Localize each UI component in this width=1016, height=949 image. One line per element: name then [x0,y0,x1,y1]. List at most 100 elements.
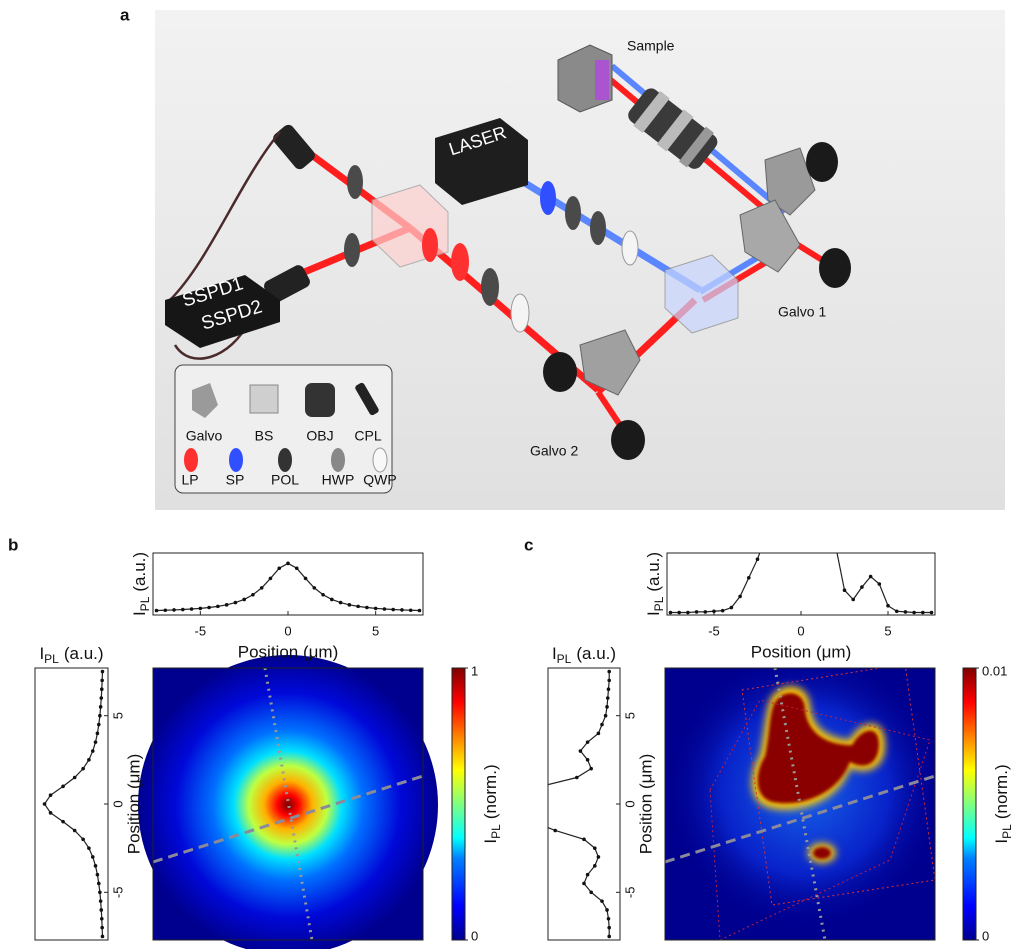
y-tick-label: 0 [622,800,637,807]
profile-point [97,723,101,727]
legend: Galvo BS OBJ CPL LP SP POL HWP QWP [175,365,397,493]
x-tick-label: -5 [708,623,720,638]
profile-point [669,611,673,615]
galvo-motor [806,142,838,182]
profile-point [773,514,777,518]
profile-point [356,605,360,609]
heatmap [138,655,438,949]
profile-point [87,846,91,850]
x-tick-label: 5 [884,623,891,638]
profile-point [97,882,101,886]
y-tick-label: 5 [110,712,125,719]
profile-point [172,608,176,612]
profile-point [49,793,53,797]
colorbar [452,668,465,940]
profile-point [539,785,543,789]
profile-frame [548,668,620,940]
sample [595,60,609,100]
profile-point [582,882,586,886]
legend-icon [331,448,345,472]
profile-point [605,705,609,709]
profile-point [878,582,882,586]
profile-point [312,586,316,590]
axis-label: IPL(a.u.) [39,644,103,666]
profile-point [825,533,829,537]
profile-point [61,820,65,824]
profile-point [96,873,100,877]
profile [489,670,611,939]
profile-point [597,732,601,736]
profile-point [607,670,611,674]
heatmap [665,650,945,940]
profile-point [87,758,91,762]
profile-point [553,829,557,833]
y-tick-label: 0 [110,800,125,807]
axis-label: Position (μm) [636,754,655,854]
profile-point [747,576,751,580]
axis-label: Position (μm) [238,642,338,661]
axis-unit: (norm.) [481,764,500,819]
profile-point [409,608,413,612]
profile-point [606,696,610,700]
profile-point [99,908,103,912]
axis-unit: (a.u.) [130,552,149,592]
profile-point [73,829,77,833]
colorbar-tick-label: 1 [471,663,478,678]
profile-point [607,926,611,930]
profile-point [721,609,725,613]
profile-point [216,605,220,609]
profile-point [43,802,47,806]
profile-point [286,562,290,566]
axis-label: Position (μm) [751,642,851,661]
profile-point [593,864,597,868]
axis-unit: (norm.) [992,764,1011,819]
legend-label: OBJ [306,428,333,444]
profile-point [851,598,855,602]
profile-point [921,611,925,615]
profile-point [99,705,103,709]
profile-point [348,603,352,607]
legend-icon [229,448,243,472]
profile-point [400,608,404,612]
profile-point [242,598,246,602]
profile-point [100,917,104,921]
profile-point [330,598,334,602]
component-label: Sample [627,38,675,54]
axis-unit: (a.u.) [576,644,616,663]
profile-point [869,575,873,579]
axis-label: IPL(a.u.) [130,552,152,616]
heatmap-spot [138,655,438,949]
profile-point [607,687,611,691]
legend-label: HWP [322,472,355,488]
panel-label: c [524,535,533,554]
axis-subscript: PL [138,596,152,611]
profile-point [605,908,609,912]
legend-icon [278,448,292,472]
profile-point [686,611,690,615]
profile-point [703,610,707,614]
profile-point [365,606,369,610]
profile-point [586,873,590,877]
legend-label: SP [226,472,245,488]
heatmap-blob [813,847,831,859]
profile-point [99,899,103,903]
profile-point [575,776,579,780]
profile-point [98,714,102,718]
profile-point [99,696,103,700]
profile [669,495,934,614]
profile-point [94,864,98,868]
axis-label: IPL(a.u.) [552,644,616,666]
axis-subscript: PL [557,652,572,666]
profile-point [251,593,255,597]
profile-point [607,935,611,939]
legend-icon [373,448,387,472]
axis-subscript: PL [489,824,503,839]
profile-point [100,687,104,691]
y-tick-label: -5 [110,887,125,899]
axis-subscript: PL [652,596,666,611]
profile-point [677,611,681,615]
profile-point [91,749,95,753]
profile-point [764,533,768,537]
galvo-motor [819,248,851,288]
profile-point [904,610,908,614]
